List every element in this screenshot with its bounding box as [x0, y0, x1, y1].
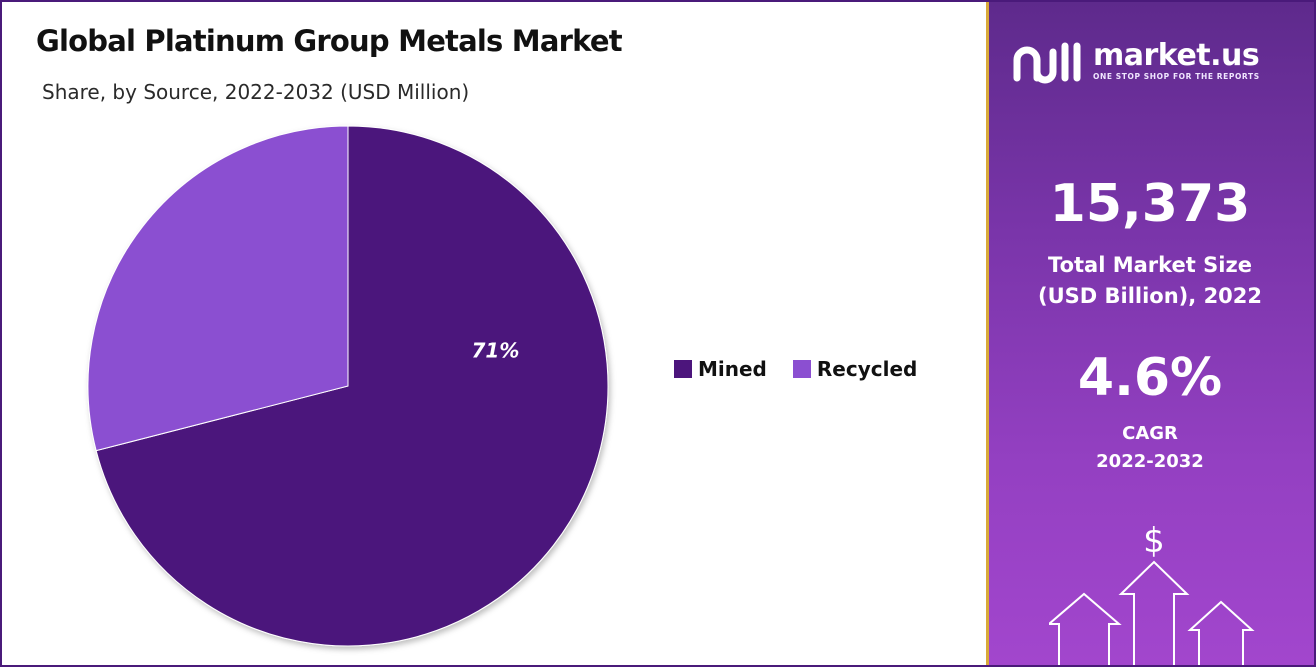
- pie-chart: 71%: [87, 125, 609, 647]
- legend-item-mined: Mined: [674, 357, 767, 381]
- dollar-icon: $: [1143, 521, 1165, 561]
- market-size-label-line2: (USD Billion), 2022: [1037, 284, 1263, 308]
- brand-logo: market.us ONE STOP SHOP FOR THE REPORTS: [1011, 38, 1301, 88]
- cagr-label-line1: CAGR: [1122, 423, 1178, 444]
- chart-title: Global Platinum Group Metals Market: [36, 24, 623, 58]
- pie-label-mined: 71%: [472, 339, 520, 363]
- market-us-logo-icon: [1013, 42, 1081, 84]
- cagr-value: 4.6%: [1077, 348, 1223, 408]
- brand-name: market.us: [1093, 38, 1260, 73]
- market-size-value: 15,373: [1049, 174, 1251, 234]
- chart-subtitle: Share, by Source, 2022-2032 (USD Million…: [42, 80, 470, 104]
- legend-label-recycled: Recycled: [816, 357, 918, 381]
- cagr-label-line2: 2022-2032: [1096, 451, 1204, 472]
- pie-slice-mined: [95, 125, 609, 647]
- pie-slice-recycled: [87, 125, 349, 452]
- brand-tagline: ONE STOP SHOP FOR THE REPORTS: [1093, 72, 1260, 81]
- legend-swatch-recycled: [792, 360, 811, 378]
- market-size-label-line1: Total Market Size: [1048, 253, 1252, 277]
- growth-arrows-icon: $: [1049, 521, 1255, 665]
- chart-panel: Global Platinum Group Metals Market Shar…: [2, 2, 986, 665]
- chart-legend: Mined Recycled: [674, 357, 917, 381]
- legend-item-recycled: Recycled: [792, 357, 918, 381]
- legend-swatch-mined: [674, 360, 692, 378]
- stats-panel: market.us ONE STOP SHOP FOR THE REPORTS …: [986, 2, 1314, 665]
- legend-label-mined: Mined: [698, 357, 767, 381]
